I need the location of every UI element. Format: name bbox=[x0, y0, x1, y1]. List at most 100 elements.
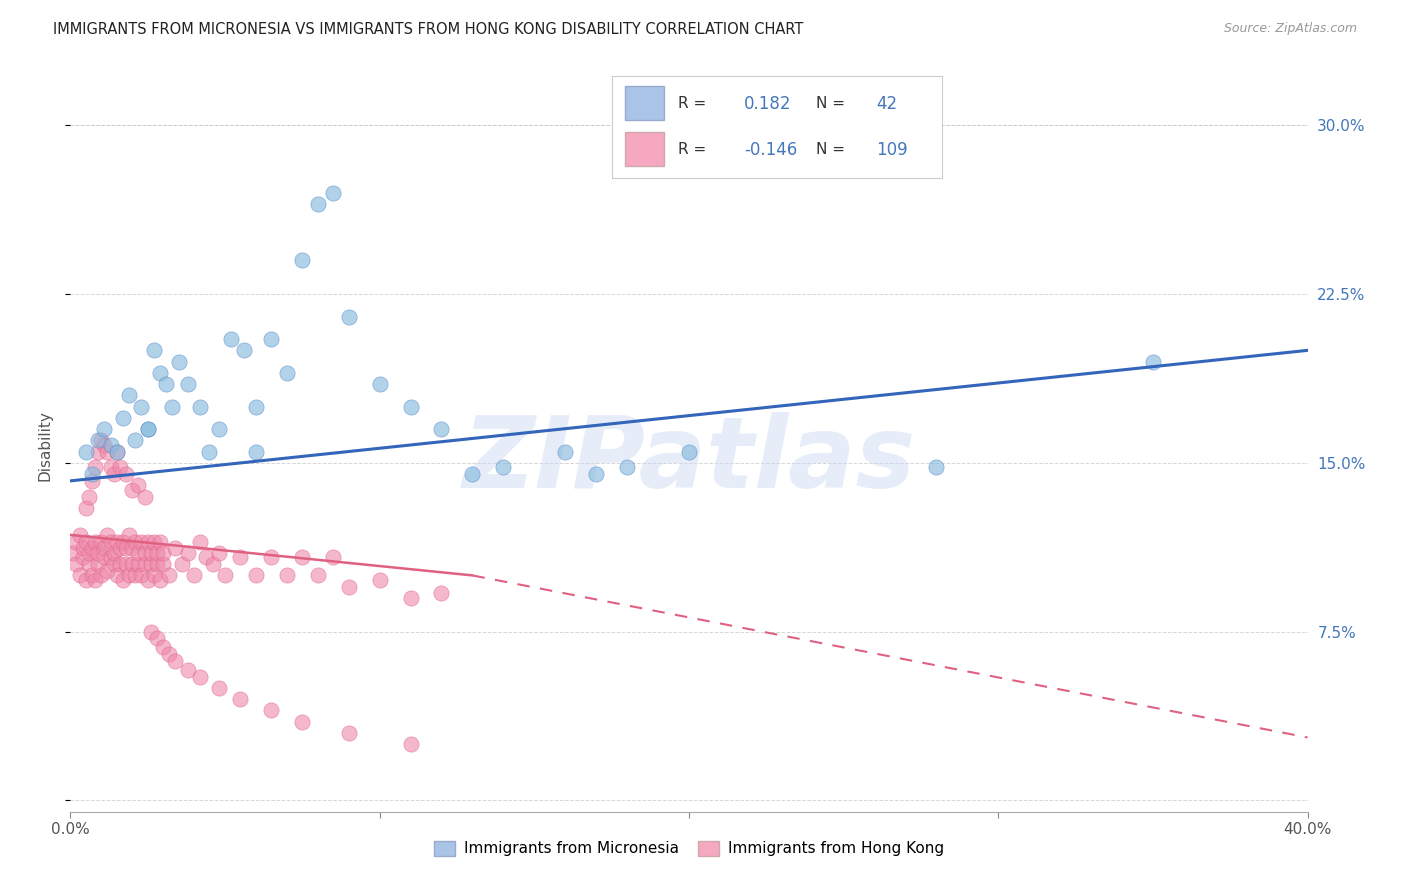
Point bbox=[121, 557, 143, 571]
Point bbox=[139, 546, 162, 560]
Point bbox=[136, 534, 159, 549]
Point bbox=[84, 573, 107, 587]
Point bbox=[134, 546, 156, 560]
Point bbox=[188, 400, 211, 414]
Point bbox=[157, 647, 180, 661]
Point bbox=[62, 546, 84, 560]
Point bbox=[162, 400, 184, 414]
Point bbox=[276, 568, 298, 582]
Text: Source: ZipAtlas.com: Source: ZipAtlas.com bbox=[1223, 22, 1357, 36]
Point bbox=[307, 197, 329, 211]
Point bbox=[925, 460, 948, 475]
Point bbox=[276, 366, 298, 380]
Point bbox=[337, 580, 360, 594]
Point bbox=[72, 550, 94, 565]
Point bbox=[80, 541, 103, 556]
Point bbox=[100, 438, 122, 452]
Point bbox=[337, 726, 360, 740]
Point bbox=[118, 568, 141, 582]
Point bbox=[322, 550, 344, 565]
Point bbox=[65, 534, 87, 549]
Point bbox=[87, 546, 110, 560]
Point bbox=[399, 591, 422, 605]
Point bbox=[103, 546, 125, 560]
Point bbox=[214, 568, 236, 582]
Point bbox=[134, 490, 156, 504]
Point bbox=[118, 528, 141, 542]
Point bbox=[111, 573, 134, 587]
Text: R =: R = bbox=[678, 96, 706, 111]
Point bbox=[77, 546, 100, 560]
Point bbox=[337, 310, 360, 324]
Point bbox=[80, 568, 103, 582]
Point bbox=[111, 410, 134, 425]
Point bbox=[131, 400, 153, 414]
Point bbox=[100, 550, 122, 565]
Point bbox=[115, 541, 138, 556]
Point bbox=[115, 557, 138, 571]
Point bbox=[139, 624, 162, 639]
Point bbox=[115, 467, 138, 482]
Point bbox=[93, 550, 115, 565]
Point bbox=[69, 528, 91, 542]
Point bbox=[77, 490, 100, 504]
Point bbox=[678, 444, 700, 458]
Point bbox=[75, 573, 97, 587]
Point bbox=[146, 557, 169, 571]
Point bbox=[430, 422, 453, 436]
Point bbox=[142, 534, 165, 549]
Point bbox=[124, 534, 146, 549]
Point bbox=[105, 444, 128, 458]
Bar bbox=[624, 87, 665, 120]
Point bbox=[84, 460, 107, 475]
Point bbox=[124, 568, 146, 582]
Point bbox=[108, 541, 131, 556]
Point bbox=[77, 557, 100, 571]
Point bbox=[108, 557, 131, 571]
Point bbox=[90, 568, 112, 582]
Point bbox=[100, 460, 122, 475]
Point bbox=[461, 467, 484, 482]
Point bbox=[155, 377, 177, 392]
Point bbox=[80, 467, 103, 482]
Point bbox=[430, 586, 453, 600]
Bar bbox=[624, 132, 665, 166]
Point bbox=[229, 550, 252, 565]
Point bbox=[90, 434, 112, 448]
Point bbox=[121, 483, 143, 497]
Point bbox=[585, 467, 607, 482]
Point bbox=[188, 670, 211, 684]
Point bbox=[492, 460, 515, 475]
Point bbox=[177, 663, 200, 677]
Text: N =: N = bbox=[817, 142, 845, 157]
Point bbox=[170, 557, 193, 571]
Point bbox=[157, 568, 180, 582]
Legend: Immigrants from Micronesia, Immigrants from Hong Kong: Immigrants from Micronesia, Immigrants f… bbox=[427, 835, 950, 863]
Point bbox=[260, 703, 283, 717]
Point bbox=[149, 534, 172, 549]
Point bbox=[136, 573, 159, 587]
Point bbox=[108, 460, 131, 475]
Point bbox=[165, 541, 187, 556]
Point bbox=[146, 546, 169, 560]
Point bbox=[245, 444, 267, 458]
Point bbox=[96, 528, 118, 542]
Point bbox=[177, 546, 200, 560]
Point bbox=[219, 332, 242, 346]
Point bbox=[142, 343, 165, 358]
Point bbox=[245, 400, 267, 414]
Point bbox=[131, 534, 153, 549]
Point bbox=[127, 478, 149, 492]
Point bbox=[80, 474, 103, 488]
Point bbox=[100, 534, 122, 549]
Point bbox=[72, 541, 94, 556]
Text: ZIPatlas: ZIPatlas bbox=[463, 412, 915, 509]
Point bbox=[165, 654, 187, 668]
Point bbox=[368, 377, 391, 392]
Point bbox=[87, 557, 110, 571]
Point bbox=[322, 186, 344, 200]
Text: R =: R = bbox=[678, 142, 706, 157]
Point bbox=[368, 573, 391, 587]
Point bbox=[93, 422, 115, 436]
Point bbox=[127, 546, 149, 560]
